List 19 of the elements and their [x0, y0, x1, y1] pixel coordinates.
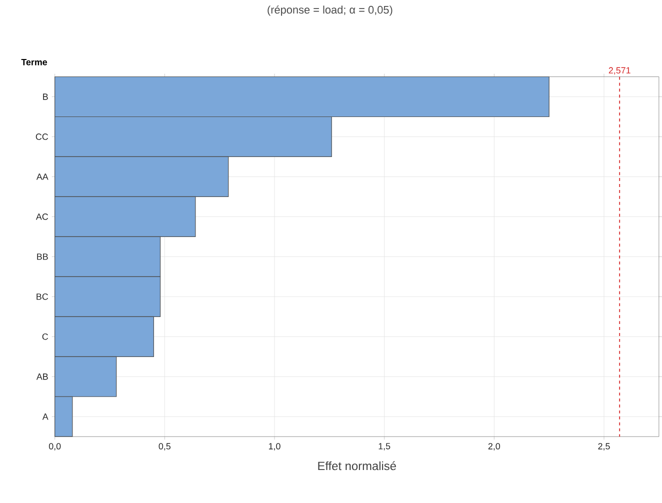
y-tick-label: BC — [36, 293, 48, 300]
y-tick-label: B — [43, 93, 48, 100]
x-tick-label: 1,5 — [378, 442, 390, 450]
x-tick-label: 0,5 — [158, 442, 171, 450]
x-tick-label: 2,0 — [488, 442, 500, 450]
y-tick-label: AB — [36, 373, 48, 380]
y-tick-label: AA — [36, 173, 48, 180]
y-tick-label: BB — [37, 253, 48, 260]
y-tick-label: CC — [36, 133, 48, 140]
x-tick-label: 0,0 — [48, 442, 61, 450]
ref-line-label: 2,571 — [608, 66, 630, 74]
x-axis-title: Effet normalisé — [318, 461, 396, 470]
x-tick-label: 2,5 — [598, 442, 610, 450]
y-axis-title: Terme — [21, 58, 48, 66]
y-tick-label: AC — [36, 213, 48, 220]
chart-title: (réponse = load; α = 0,05) — [268, 5, 392, 16]
y-tick-label: A — [42, 413, 48, 420]
x-tick-label: 1,0 — [268, 442, 280, 450]
y-tick-label: C — [42, 333, 48, 340]
